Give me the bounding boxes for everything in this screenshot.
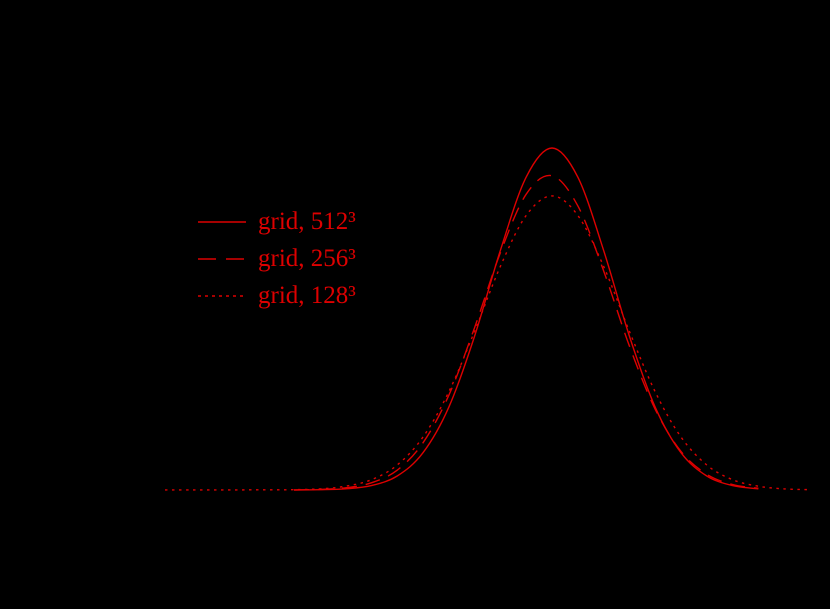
legend-line-dotted-icon — [198, 294, 246, 297]
legend-line-solid-icon — [198, 220, 246, 223]
legend: grid, 512³ grid, 256³ grid, 128³ — [198, 203, 356, 314]
legend-item-grid-256: grid, 256³ — [198, 240, 356, 277]
legend-label: grid, 256³ — [258, 245, 356, 272]
legend-label: grid, 128³ — [258, 282, 356, 309]
legend-line-dashed-icon — [198, 257, 246, 260]
legend-item-grid-512: grid, 512³ — [198, 203, 356, 240]
legend-label: grid, 512³ — [258, 208, 356, 235]
legend-item-grid-128: grid, 128³ — [198, 277, 356, 314]
